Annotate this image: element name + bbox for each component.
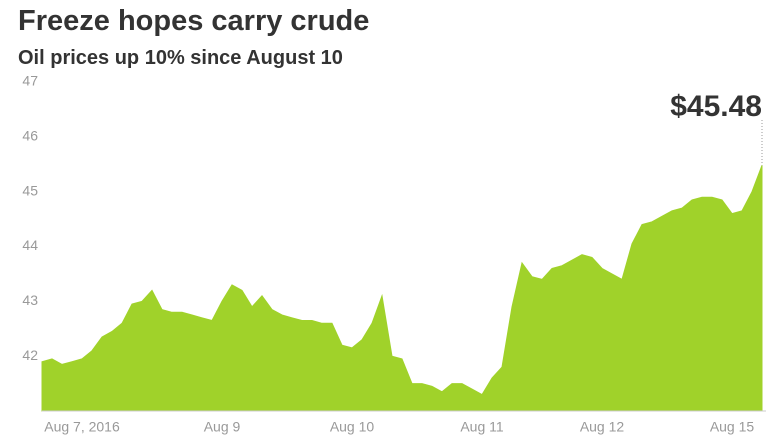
- y-tick-label: 42: [22, 347, 38, 363]
- y-tick-label: 44: [22, 237, 38, 253]
- y-tick-label: 47: [22, 73, 38, 89]
- x-tick-label: Aug 12: [580, 419, 625, 435]
- y-tick-label: 46: [22, 128, 38, 144]
- x-tick-label: Aug 15: [710, 419, 755, 435]
- x-tick-label: Aug 10: [330, 419, 375, 435]
- chart-subtitle: Oil prices up 10% since August 10: [18, 47, 343, 69]
- chart-title: Freeze hopes carry crude: [18, 5, 369, 37]
- y-tick-label: 43: [22, 292, 38, 308]
- y-tick-label: 45: [22, 182, 38, 198]
- value-label: $45.48: [670, 90, 762, 123]
- area: [41, 165, 763, 412]
- x-tick-label: Aug 9: [204, 419, 241, 435]
- x-tick-label: Aug 7, 2016: [44, 419, 120, 435]
- x-tick-label: Aug 11: [460, 419, 504, 435]
